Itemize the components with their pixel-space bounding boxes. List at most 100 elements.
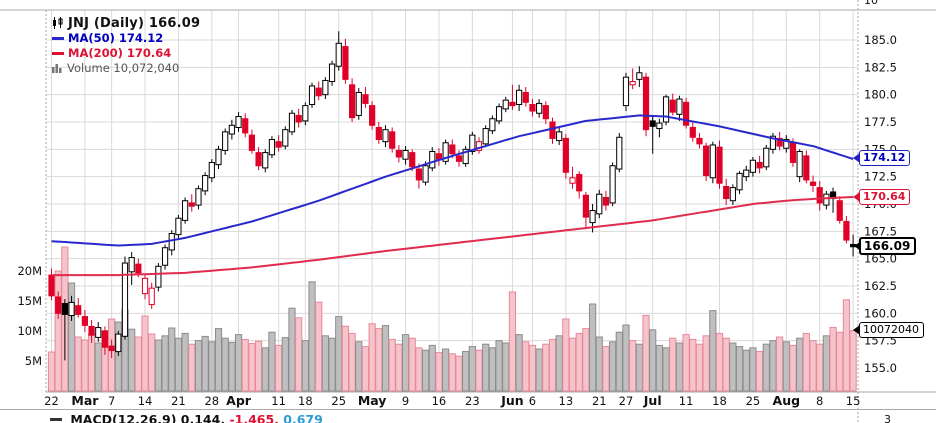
volume-bar	[689, 338, 697, 392]
volume-bar	[662, 347, 670, 392]
candle-body	[662, 96, 670, 123]
volume-bar	[455, 355, 463, 392]
candle-body	[375, 126, 382, 140]
volume-bar	[468, 346, 476, 392]
volume-bar	[388, 338, 396, 392]
candle-body	[268, 138, 276, 156]
volume-bar	[174, 337, 183, 392]
volume-bar	[154, 339, 162, 392]
date-tick-label: 18	[298, 394, 313, 408]
ma200-label: MA(200) 170.64	[68, 46, 172, 60]
volume-bar	[408, 337, 416, 392]
date-tick-label: 13	[559, 394, 574, 408]
date-tick-label: Apr	[226, 393, 252, 408]
upper-panel-axis-label: 10	[864, 0, 878, 7]
volume-bar	[248, 343, 256, 392]
candle-body	[61, 302, 68, 315]
candle-body	[689, 126, 696, 138]
volume-bar	[535, 348, 543, 392]
candle-body	[322, 79, 329, 96]
date-tick-label: 11	[271, 394, 286, 408]
date-tick-label: 11	[679, 394, 694, 408]
volume-bar	[141, 315, 149, 392]
volume-bar	[208, 341, 216, 392]
ma200-price-callout: 170.64	[859, 188, 911, 205]
candle-body	[749, 159, 756, 173]
volume-bar	[375, 328, 383, 392]
ma200-legend-row: MA(200) 170.64	[52, 46, 200, 60]
date-tick-label: 25	[331, 394, 346, 408]
candle-body	[536, 102, 543, 114]
candle-body	[288, 112, 296, 133]
price-tick-label: 165.0	[864, 252, 897, 266]
volume-bar	[802, 332, 810, 392]
volume-bar	[702, 335, 710, 392]
volume-bar	[435, 352, 443, 392]
date-tick-label: 18	[712, 394, 727, 408]
volume-bar	[816, 343, 824, 392]
candle-body	[843, 220, 850, 241]
date-tick-label: Jun	[500, 393, 523, 408]
date-tick-label: 8	[816, 394, 823, 408]
candle-body	[228, 124, 235, 135]
volume-bar	[395, 343, 403, 392]
volume-bar	[74, 336, 82, 392]
volume-bar	[715, 332, 724, 392]
volume-bar	[442, 348, 450, 392]
candle-body	[816, 187, 823, 204]
macd-legend-row: MACD(12,26,9) 0.144, -1.465, 0.679	[50, 412, 323, 423]
volume-bar	[275, 344, 283, 392]
volume-bar	[161, 335, 169, 392]
candle-body	[215, 148, 222, 166]
volume-bar	[675, 342, 684, 392]
candle-body	[763, 147, 770, 168]
candle-body	[389, 131, 396, 149]
ma50-legend-row: MA(50) 174.12	[52, 31, 200, 45]
date-tick-label: 23	[465, 394, 480, 408]
candle-body	[302, 105, 309, 122]
volume-bar	[729, 342, 737, 392]
date-tick-label: Mar	[71, 393, 99, 408]
volume-bar	[762, 343, 770, 392]
volume-bar	[341, 325, 350, 392]
volume-bar	[47, 351, 56, 392]
candle-body	[549, 121, 556, 139]
candle-body	[709, 144, 716, 179]
volume-bar	[796, 337, 804, 392]
candle-body	[783, 138, 790, 149]
candle-body	[135, 263, 142, 274]
volume-bar	[301, 340, 309, 392]
candle-body	[669, 99, 676, 113]
volume-bar	[722, 337, 730, 392]
candle-body	[449, 144, 456, 155]
volume-bar	[695, 343, 704, 392]
candle-body	[475, 141, 483, 151]
candle-body	[582, 194, 589, 218]
candles-layer	[48, 31, 857, 361]
volume-bar	[268, 331, 276, 392]
candle-body	[703, 145, 710, 177]
volume-legend-row: Volume 10,072,040	[52, 61, 200, 75]
candle-body	[836, 200, 843, 221]
candle-body	[455, 155, 463, 162]
candle-body	[809, 181, 817, 186]
candle-body	[642, 76, 650, 131]
candle-body	[736, 172, 743, 191]
ma50-price-callout: 174.12	[859, 150, 911, 167]
volume-bar	[622, 324, 630, 392]
volume-bar	[508, 291, 517, 392]
price-tick-label: 172.5	[864, 170, 897, 184]
candle-body	[723, 186, 730, 200]
volume-bar	[281, 337, 289, 392]
volume-bar	[448, 353, 456, 392]
price-tick-label: 177.5	[864, 115, 897, 129]
volume-bar	[649, 329, 657, 392]
volume-bar	[669, 337, 677, 392]
candle-body	[803, 155, 810, 181]
ma200-dash-icon	[52, 51, 64, 55]
volume-bar	[502, 342, 510, 392]
volume-bar	[134, 336, 142, 392]
date-tick-label: 16	[432, 394, 447, 408]
volume-bar	[228, 341, 236, 392]
